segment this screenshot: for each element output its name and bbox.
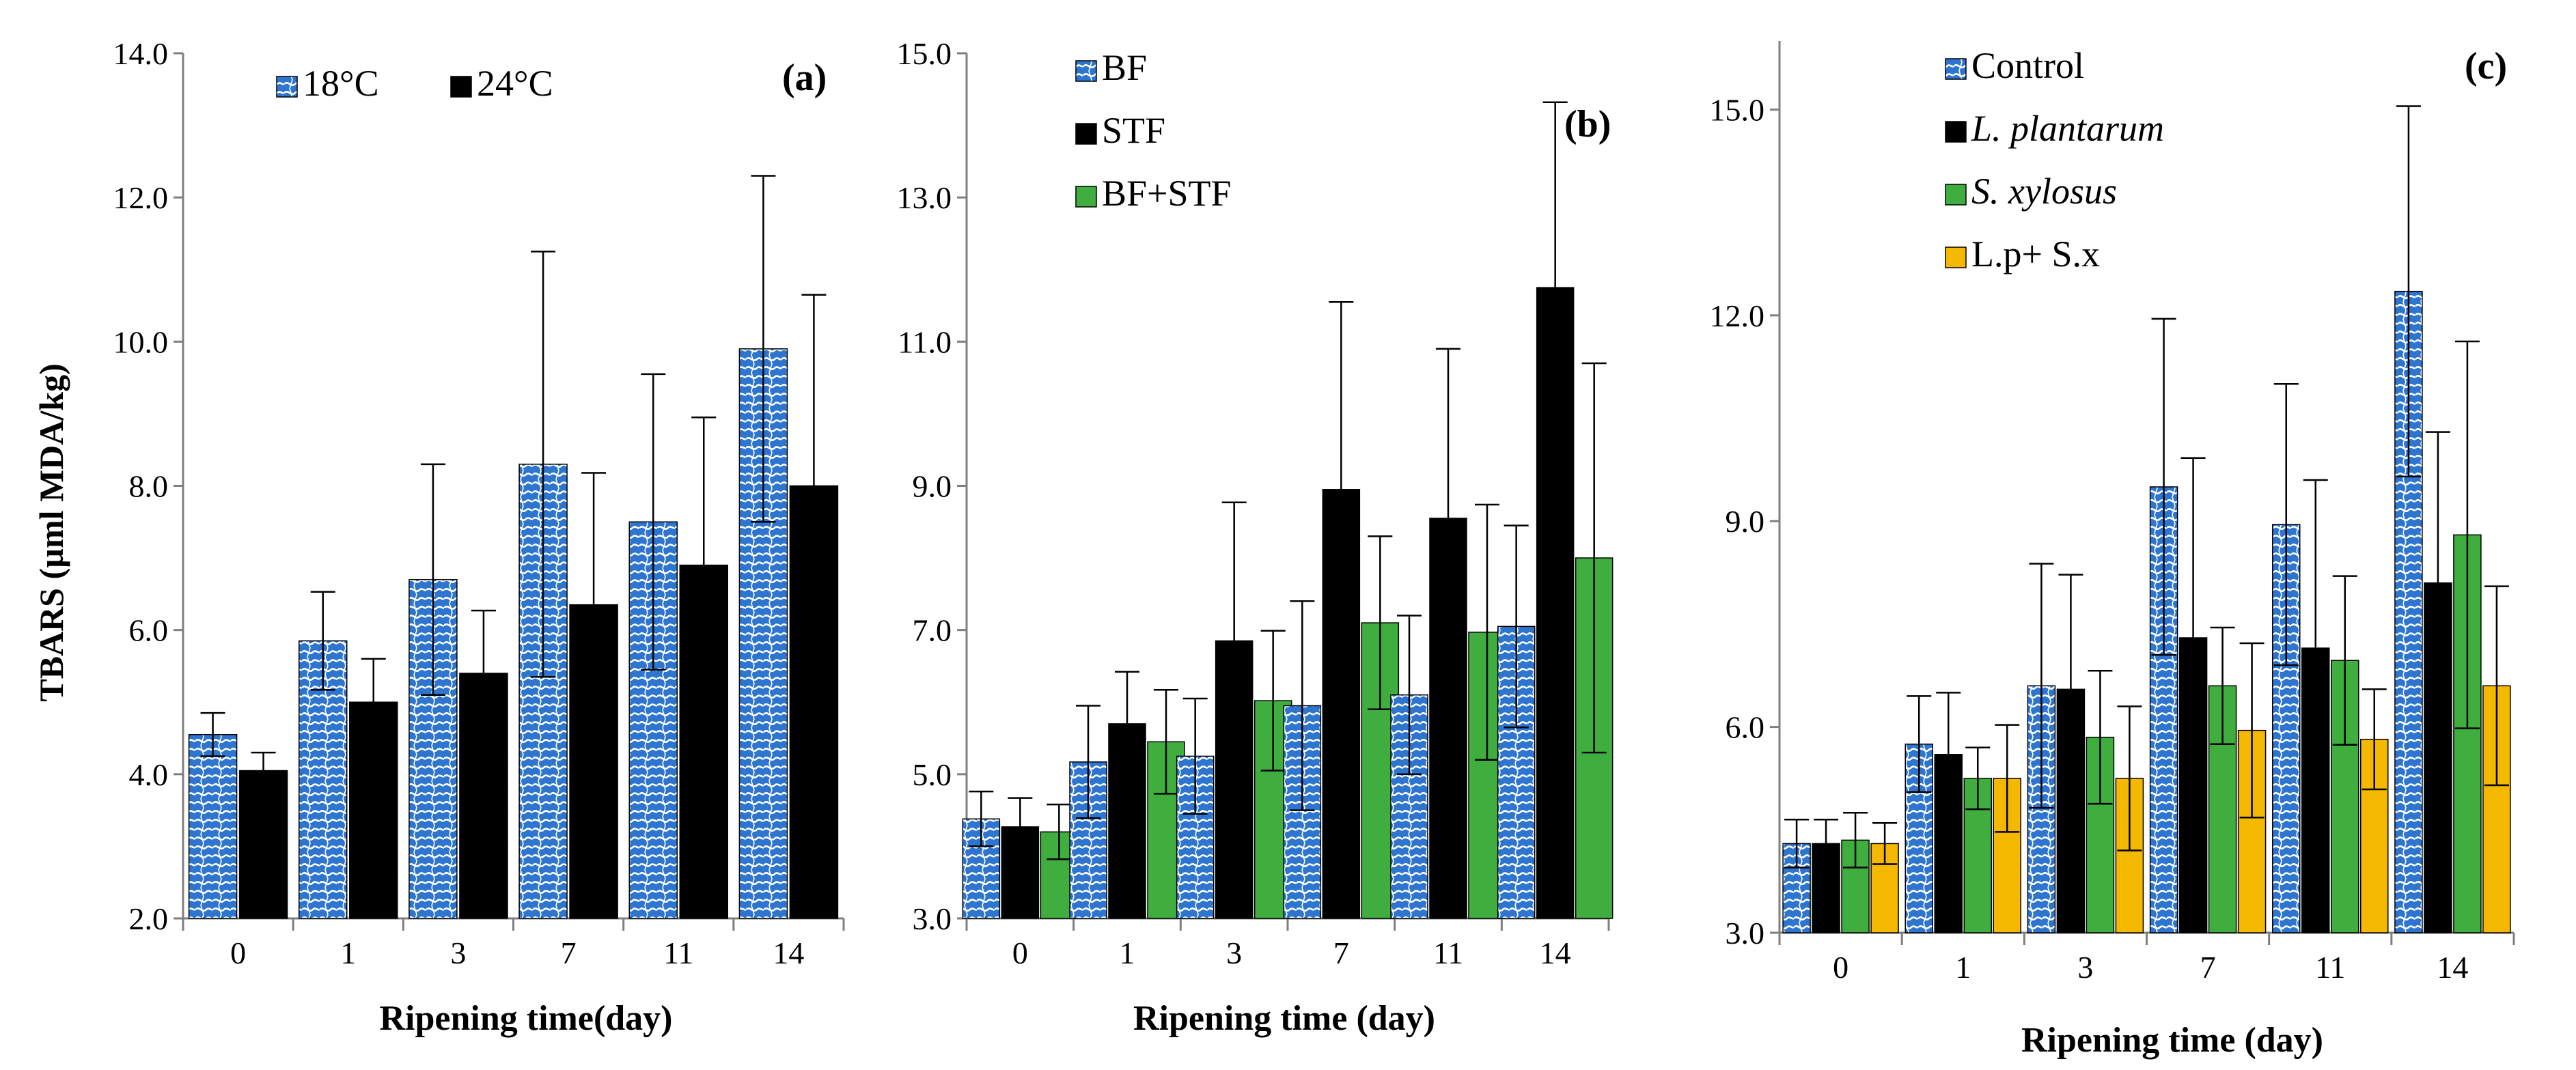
panel-a-x-tick-label: 14 [773, 935, 804, 970]
panel-b-y-tick-label: 5.0 [913, 757, 952, 792]
panel-b-x-tick-label: 3 [1226, 935, 1242, 970]
panel-a-y-tick-label: 8.0 [129, 469, 169, 504]
panel-c-x-tick-label: 0 [1833, 950, 1848, 985]
panel-a-x-tick-label: 3 [450, 935, 466, 970]
panel-b-legend-swatch [1075, 60, 1097, 82]
panel-c-y-tick-label: 9.0 [1726, 504, 1765, 539]
panel-c-label: (c) [2465, 45, 2507, 87]
panel-a-y-tick-label: 12.0 [113, 180, 169, 215]
panel-b-y-tick-label: 9.0 [913, 469, 952, 504]
panel-b-legend-label: BF [1102, 47, 1147, 88]
panel-c-y-tick-label: 12.0 [1710, 298, 1765, 333]
panel-a-y-tick-label: 4.0 [129, 757, 169, 792]
panel-a-legend-swatch [450, 76, 472, 98]
panel-a-y-tick-label: 14.0 [113, 36, 169, 71]
panel-a-y-tick-label: 2.0 [129, 901, 169, 936]
panel-c-x-tick-label: 11 [2315, 950, 2345, 985]
panel-b-legend-label: STF [1102, 110, 1165, 151]
panel-a-legend-swatch [276, 76, 298, 98]
chart-panel-a: 2.0 4.0 6.0 8.0 10.0 12.0 14.0 0 1 3 7 11 14 18°C 24°C [113, 36, 845, 970]
panel-a-y-axis-title: TBARS (µml MDA/kg) [32, 363, 70, 701]
panel-c-legend-swatch [1945, 184, 1967, 206]
panel-c-legend-label: Control [1971, 45, 2084, 86]
panel-a-legend-label: 18°C [303, 63, 379, 104]
panel-b-legend-swatch [1075, 123, 1097, 145]
panel-c-bar [1782, 843, 1811, 933]
chart-panel-b: 3.0 5.0 7.0 9.0 11.0 13.0 15.0 0 1 3 7 11 14 BF STF BF+… [897, 36, 1614, 970]
panel-c-y-tick-label: 3.0 [1726, 916, 1765, 951]
panel-a-label: (a) [782, 57, 827, 99]
panel-a-legend-label: 24°C [477, 63, 553, 104]
panel-c-legend-label: S. xylosus [1971, 171, 2117, 212]
panel-b-label: (b) [1564, 103, 1611, 145]
panel-a-bar [238, 770, 288, 919]
panel-c-x-axis-title: Ripening time (day) [2021, 1021, 2323, 1060]
chart-panel-c: 3.0 6.0 9.0 12.0 15.0 0 1 3 7 11 14 Control L. plant… [1710, 41, 2515, 985]
panel-a-x-tick-label: 11 [663, 935, 693, 970]
panel-c-x-tick-label: 7 [2200, 950, 2216, 985]
panel-b-legend-label: BF+STF [1102, 173, 1232, 214]
panel-b-y-tick-label: 15.0 [897, 36, 952, 71]
panel-a-y-tick-label: 10.0 [113, 324, 169, 359]
panel-b-x-tick-label: 7 [1333, 935, 1349, 970]
panel-c-legend-swatch [1945, 58, 1967, 80]
panel-b-y-tick-label: 11.0 [898, 324, 952, 359]
panel-c-x-tick-label: 14 [2437, 950, 2468, 985]
panel-b-y-tick-label: 7.0 [913, 613, 952, 648]
panel-a-x-axis-title: Ripening time(day) [380, 999, 673, 1038]
panel-a-bar [188, 734, 238, 919]
panel-a-x-tick-label: 1 [340, 935, 356, 970]
panel-a-x-tick-label: 0 [230, 935, 246, 970]
panel-b-y-tick-label: 3.0 [913, 901, 952, 936]
panel-b-x-tick-label: 14 [1540, 935, 1571, 970]
panel-c-y-tick-label: 6.0 [1726, 710, 1765, 745]
panel-b-x-tick-label: 11 [1433, 935, 1463, 970]
panel-a-x-tick-label: 7 [561, 935, 577, 970]
panel-b-x-tick-label: 1 [1120, 935, 1135, 970]
panel-c-legend-label: L. plantarum [1971, 108, 2164, 149]
panel-b-legend-swatch [1075, 186, 1097, 208]
panel-b-x-axis-title: Ripening time (day) [1133, 999, 1435, 1038]
panel-b-x-tick-label: 0 [1012, 935, 1028, 970]
panel-c-y-tick-label: 15.0 [1710, 92, 1765, 127]
panel-b-y-tick-label: 13.0 [897, 180, 952, 215]
panel-c-legend-swatch [1945, 121, 1967, 143]
panel-c-legend-swatch [1945, 247, 1967, 268]
panel-c-x-tick-label: 1 [1955, 950, 1971, 985]
panel-a-y-tick-label: 6.0 [129, 613, 169, 648]
panel-c-x-tick-label: 3 [2077, 950, 2093, 985]
panel-c-legend-label: L.p+ S.x [1971, 234, 2100, 274]
